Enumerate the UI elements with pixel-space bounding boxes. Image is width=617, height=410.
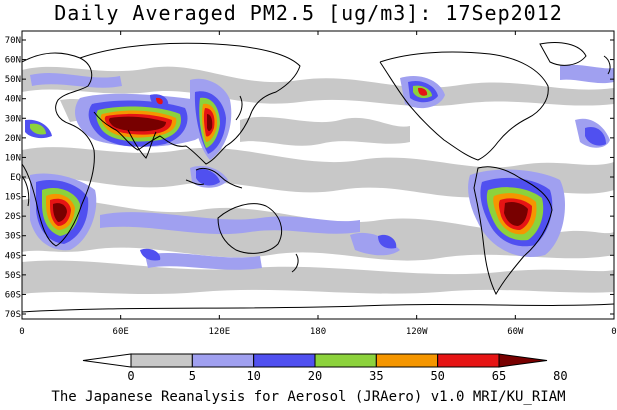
colorbar-swatch — [191, 353, 255, 368]
lat-label: 70N — [5, 36, 21, 46]
colorbar-label: 20 — [308, 369, 322, 383]
lat-label: 30S — [5, 232, 21, 242]
lat-label: 50S — [5, 271, 21, 281]
colorbar-swatch — [253, 353, 316, 368]
lon-label: 120E — [208, 327, 230, 337]
lat-label: 30N — [5, 114, 21, 124]
colorbar-swatch — [498, 353, 548, 368]
lon-label: 60E — [113, 327, 129, 337]
colorbar: 0 5 10 20 35 50 65 80 — [82, 353, 568, 383]
lon-label: 60W — [507, 327, 524, 337]
lat-label: EQ — [10, 173, 21, 183]
lat-label: 20S — [5, 212, 21, 222]
latitude-axis: 70N 60N 50N 40N 30N 20N 10N EQ 10S 20S 30S 40S 50S 60… — [5, 36, 614, 320]
lat-label: 70S — [5, 310, 21, 320]
lon-label: 0 — [19, 327, 24, 337]
colorbar-label: 35 — [369, 369, 383, 383]
colorbar-label: 0 — [127, 369, 134, 383]
colorbar-label: 80 — [553, 369, 567, 383]
lat-label: 50N — [5, 75, 21, 85]
lon-label: 0 — [611, 327, 616, 337]
colorbar-swatch — [82, 353, 132, 368]
lat-label: 60N — [5, 56, 21, 66]
colorbar-label: 65 — [492, 369, 506, 383]
coastlines — [22, 42, 614, 313]
colorbar-swatch — [314, 353, 377, 368]
colorbar-swatch — [130, 353, 193, 368]
lat-label: 40N — [5, 95, 21, 105]
lon-label: 120W — [406, 327, 428, 337]
longitude-axis: 0 60E 120E 180 120W 60W 0 — [19, 31, 617, 337]
map-title: Daily Averaged PM2.5 [ug/m3]: 17Sep2012 — [54, 1, 563, 25]
level-above-80-areas — [53, 114, 528, 226]
colorbar-label: 50 — [430, 369, 444, 383]
lon-label: 180 — [310, 327, 326, 337]
colorbar-label: 5 — [189, 369, 196, 383]
lat-label: 20N — [5, 134, 21, 144]
lat-label: 10N — [5, 153, 21, 163]
colorbar-swatch — [375, 353, 439, 368]
colorbar-label: 10 — [246, 369, 260, 383]
colorbar-swatch — [437, 353, 500, 368]
lat-label: 10S — [5, 193, 21, 203]
credit-line: The Japanese Reanalysis for Aerosol (JRA… — [51, 389, 566, 405]
lat-label: 40S — [5, 251, 21, 261]
pm25-field — [22, 42, 614, 313]
lat-label: 60S — [5, 290, 21, 300]
